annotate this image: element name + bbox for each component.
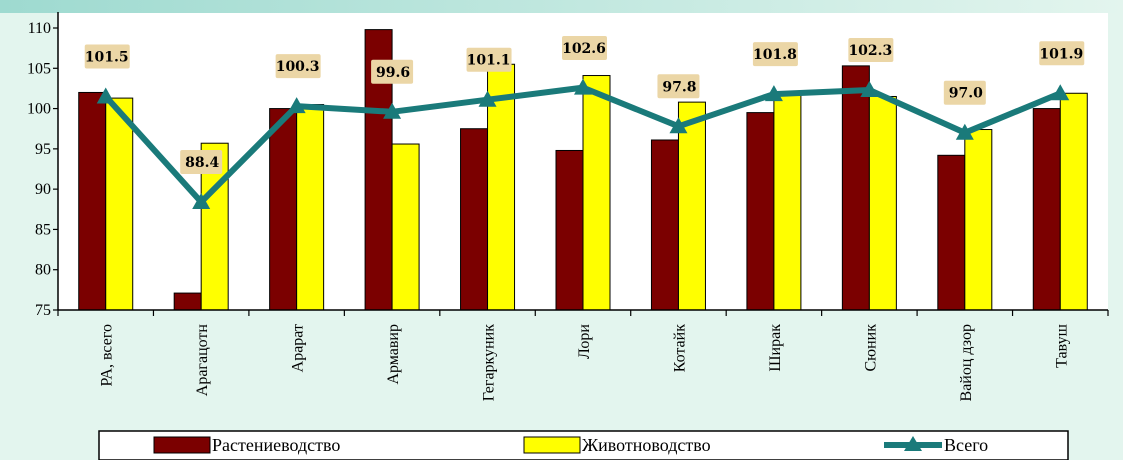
x-tick-label-4: Гегаркуник: [481, 324, 498, 401]
x-tick-label-7: Ширак: [767, 324, 784, 372]
marker-total-6: [669, 117, 688, 134]
legend-marker-total: [904, 436, 922, 451]
y-tick-label-2: 85: [35, 221, 51, 238]
data-label-box-1: [180, 150, 223, 175]
x-tick-label-9: Вайоц дзор: [958, 324, 975, 401]
data-label-text-1: 88.4: [185, 155, 219, 171]
x-tick-label-6: Котайк: [671, 324, 688, 373]
data-label-text-8: 102.3: [848, 43, 892, 59]
bar-livestock-10: [1059, 92, 1088, 311]
data-label-text-4: 101.1: [467, 53, 511, 69]
bar-livestock-6: [677, 101, 706, 311]
data-label-box-6: [657, 74, 700, 99]
line-layer: [96, 78, 1070, 210]
y-tick-label-5: 100: [27, 101, 51, 118]
bar-livestock-2: [296, 104, 325, 311]
data-label-6: 97.8: [657, 74, 700, 99]
marker-total-5: [574, 78, 592, 95]
bar-livestock-3: [391, 143, 420, 311]
data-label-5: 102.6: [562, 36, 607, 60]
data-label-0: 101.5: [84, 44, 130, 69]
data-label-box-10: [1039, 41, 1085, 66]
data-label-text-9: 97.0: [949, 86, 983, 102]
legend-label-total: Всего: [944, 435, 988, 455]
x-tick-label-3: Армавир: [385, 324, 402, 385]
bar-crops-6: [650, 139, 679, 311]
bar-livestock-7: [773, 93, 802, 311]
data-label-box-2: [275, 54, 321, 79]
data-label-box-7: [752, 42, 798, 67]
x-tick-label-2: Арарат: [290, 324, 307, 372]
data-label-3: 99.6: [371, 59, 414, 84]
data-label-text-6: 97.8: [662, 79, 696, 95]
data-label-2: 100.3: [275, 54, 321, 79]
marker-total-1: [192, 193, 211, 210]
data-label-box-8: [848, 38, 894, 63]
bar-crops-1: [173, 292, 202, 311]
y-tick-label-1: 80: [35, 262, 51, 279]
data-label-box-4: [466, 47, 512, 72]
y-tick-label-0: 75: [35, 302, 51, 319]
bar-crops-9: [937, 154, 966, 311]
y-tick-label-7: 110: [28, 20, 51, 37]
x-tick-label-8: Сюник: [862, 324, 879, 372]
bar-crops-0: [78, 91, 107, 311]
data-label-box-3: [371, 59, 414, 84]
data-label-10: 101.9: [1039, 41, 1085, 66]
marker-total-9: [955, 123, 974, 140]
marker-total-7: [764, 85, 783, 102]
data-label-text-0: 101.5: [85, 49, 129, 65]
data-label-7: 101.8: [752, 42, 798, 67]
bar-livestock-0: [105, 97, 134, 311]
marker-total-4: [478, 90, 497, 107]
marker-total-0: [96, 87, 115, 104]
bar-crops-4: [460, 128, 489, 311]
labels-layer: 101.5 88.4 100.3 99.6 101.1 102.6 97.8 101.8 102…: [84, 36, 1085, 175]
data-label-8: 102.3: [848, 38, 894, 63]
data-label-text-3: 99.6: [376, 65, 410, 81]
bar-livestock-8: [868, 95, 897, 311]
y-tick-label-4: 95: [35, 141, 51, 158]
y-tick-label-6: 105: [27, 60, 51, 77]
data-label-4: 101.1: [466, 47, 512, 72]
top-band: [0, 0, 1123, 13]
bar-crops-8: [841, 65, 870, 311]
x-tick-label-5: Лори: [576, 324, 593, 359]
data-label-text-5: 102.6: [562, 41, 606, 57]
data-label-9: 97.0: [943, 80, 986, 105]
data-label-box-5: [562, 36, 607, 60]
legend: Растениеводство Животноводство Всего: [98, 430, 1069, 460]
x-tick-label-0: РА, всего: [99, 324, 116, 386]
bar-crops-10: [1032, 108, 1061, 311]
marker-total-8: [860, 81, 879, 98]
marker-total-10: [1051, 84, 1070, 101]
bar-crops-2: [269, 108, 298, 311]
bars-layer: [78, 29, 1088, 311]
legend-label-livestock: Животноводство: [582, 435, 711, 455]
bar-livestock-9: [964, 129, 993, 311]
data-label-1: 88.4: [180, 150, 223, 175]
bar-crops-7: [746, 112, 775, 311]
legend-swatch-livestock: [523, 436, 581, 454]
x-tick-label-10: Тавуш: [1053, 323, 1070, 367]
x-tick-label-1: Арагацотн: [194, 324, 211, 397]
bar-livestock-5: [582, 75, 611, 311]
data-label-box-0: [84, 44, 130, 69]
axes-layer: 75 80 85 90 95 100 105 110 РА, всего Арагацотн Ара…: [27, 12, 1109, 401]
marker-total-2: [287, 97, 306, 114]
legend-label-crops: Растениеводство: [212, 435, 340, 455]
data-label-box-9: [943, 80, 986, 105]
legend-swatch-crops: [153, 436, 211, 454]
y-tick-label-3: 90: [35, 181, 51, 198]
data-label-text-7: 101.8: [753, 47, 797, 63]
marker-total-3: [383, 102, 402, 119]
data-label-text-2: 100.3: [276, 59, 320, 75]
bar-crops-5: [555, 149, 584, 311]
data-label-text-10: 101.9: [1039, 46, 1083, 62]
